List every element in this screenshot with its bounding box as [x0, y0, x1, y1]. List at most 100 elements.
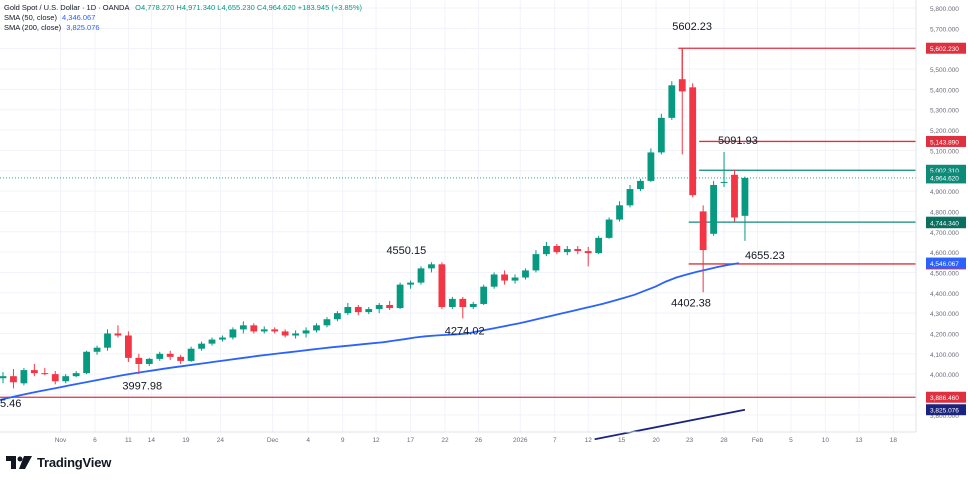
price-annotation: 5602.23	[672, 21, 712, 33]
candle-body	[260, 329, 268, 332]
candlesticks	[0, 48, 749, 389]
candle-body	[41, 373, 49, 375]
price-label-text: 5,002.310	[930, 168, 959, 175]
candle	[125, 331, 132, 362]
candle	[41, 368, 49, 376]
price-tick: 4,100.000	[930, 352, 959, 359]
time-tick: 6	[93, 437, 97, 444]
candle-body	[125, 335, 132, 358]
price-label-badge	[926, 135, 966, 147]
candle	[584, 247, 592, 267]
time-axis: Nov 6 11 14 19 24 Dec 4 9 12 17 22 26 2026 7 12 15 20 23 28…	[0, 431, 916, 444]
candle	[616, 201, 623, 222]
ohlc-values: O4,778.270 H4,971.340 L4,655.230 C4,964.…	[135, 3, 362, 12]
candle-body	[595, 237, 603, 254]
sma200-value: 3,825.076	[66, 23, 100, 32]
candle-body	[83, 351, 90, 374]
candle-body	[51, 374, 59, 382]
candle-body	[10, 376, 17, 383]
candle-body	[490, 274, 498, 287]
candle-body	[187, 348, 195, 361]
candle-body	[731, 174, 738, 218]
time-tick: 18	[890, 437, 898, 444]
candle	[511, 274, 519, 284]
candle-body	[637, 180, 644, 190]
candle-body	[522, 270, 529, 278]
candle-body	[563, 249, 571, 253]
candle-body	[605, 219, 613, 238]
candle-body	[198, 343, 205, 349]
chart-legend: Gold Spot / U.S. Dollar · 1D · OANDA O4,…	[4, 3, 362, 33]
candle	[574, 245, 582, 255]
price-annotations: 5602.23 5091.93 4655.23 4402.38 4550.15 4274.…	[0, 21, 785, 410]
candle-body	[229, 329, 237, 338]
time-tick: 20	[653, 437, 661, 444]
candle-body	[584, 251, 592, 254]
candle	[605, 217, 613, 239]
candle	[114, 325, 122, 338]
tradingview-logo-icon	[6, 456, 32, 469]
sma50-value: 4,346.067	[62, 13, 96, 22]
price-tick: 5,700.000	[930, 26, 959, 33]
candle	[281, 329, 289, 338]
candle-body	[156, 353, 164, 359]
time-tick: 17	[407, 437, 415, 444]
price-annotation: 4274.02	[445, 325, 485, 337]
legend-sma200-row[interactable]: SMA (200, close) 3,825.076	[4, 23, 362, 33]
time-tick: Dec	[267, 437, 279, 444]
price-tick: 4,300.000	[930, 311, 959, 318]
tradingview-brand[interactable]: TradingView	[6, 455, 111, 470]
candle	[647, 148, 655, 182]
candle	[177, 354, 185, 364]
time-tick: 4	[306, 437, 310, 444]
candle	[720, 152, 728, 188]
candle-body	[428, 264, 435, 269]
legend-sma50-row[interactable]: SMA (50, close) 4,346.067	[4, 13, 362, 23]
time-tick: 19	[182, 437, 190, 444]
candle-body	[689, 87, 697, 196]
candle	[250, 323, 258, 334]
price-label-text: 3,886.460	[930, 395, 959, 402]
candle-body	[271, 329, 279, 332]
grid-lines	[0, 0, 916, 432]
candle-body	[668, 85, 676, 118]
candle	[239, 321, 247, 334]
time-tick: 14	[148, 437, 156, 444]
price-label-badge	[926, 404, 966, 416]
candle-body	[417, 268, 425, 283]
candle-body	[448, 298, 456, 308]
candle-body	[480, 286, 488, 304]
candle	[344, 302, 352, 316]
candle	[135, 353, 143, 375]
time-tick: 24	[217, 437, 225, 444]
candle-body	[396, 284, 404, 309]
candle	[480, 284, 488, 305]
price-annotation: 5091.93	[718, 135, 758, 147]
time-tick: Nov	[55, 437, 67, 444]
candle	[501, 270, 508, 285]
candle-body	[166, 353, 174, 357]
price-tick: 5,200.000	[930, 128, 959, 135]
candle	[145, 357, 153, 367]
candle	[522, 268, 529, 280]
candle-body	[177, 356, 185, 361]
candle	[93, 345, 101, 355]
candle-body	[678, 79, 686, 92]
price-tick: 4,200.000	[930, 331, 959, 338]
candle	[62, 374, 70, 384]
candle-body	[104, 333, 111, 348]
candle-body	[469, 303, 477, 308]
candle-body	[741, 177, 749, 216]
candle	[448, 296, 456, 310]
candle	[657, 113, 665, 155]
candle	[417, 266, 425, 285]
candle	[490, 272, 498, 289]
legend-title-row: Gold Spot / U.S. Dollar · 1D · OANDA O4,…	[4, 3, 362, 13]
candle-body	[365, 309, 373, 313]
candle	[459, 296, 467, 319]
candle-body	[334, 313, 341, 320]
price-tick: 5,400.000	[930, 87, 959, 94]
symbol-title[interactable]: Gold Spot / U.S. Dollar · 1D · OANDA	[4, 3, 130, 12]
